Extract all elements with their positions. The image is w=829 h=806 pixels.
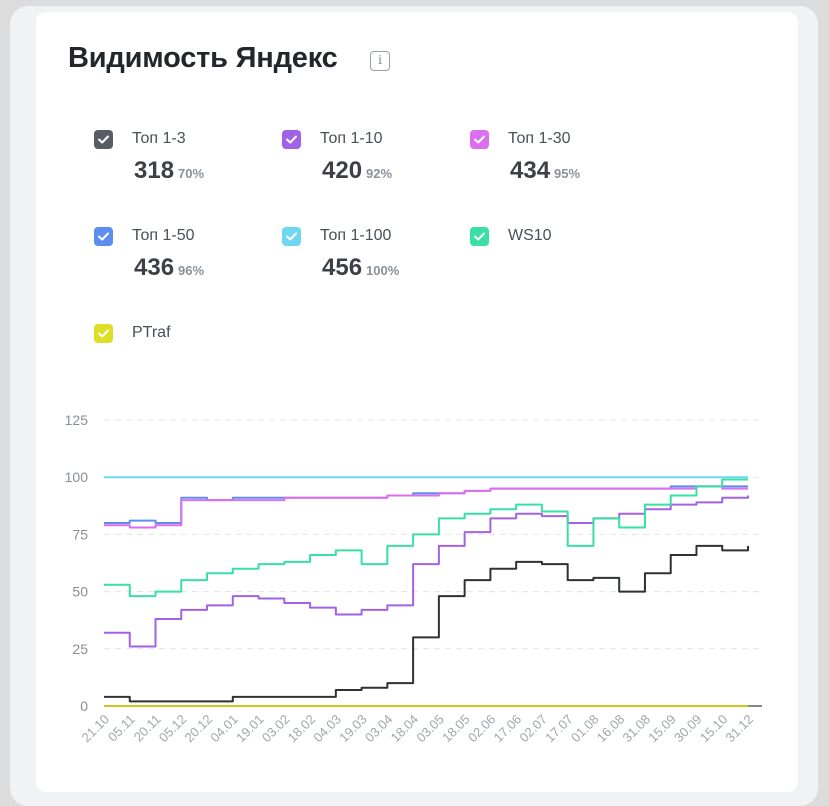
checkbox-icon[interactable] (94, 227, 113, 246)
x-tick-label: 18.04 (388, 712, 422, 746)
x-tick-label: 04.03 (310, 712, 344, 746)
y-tick-label: 50 (72, 584, 88, 600)
x-tick-label: 15.09 (645, 712, 679, 746)
x-tick-label: 02.07 (516, 712, 550, 746)
series-line-топ-1-3 (104, 544, 749, 703)
checkbox-icon[interactable] (94, 324, 113, 343)
x-tick-label: 18.05 (439, 712, 473, 746)
x-tick-label: 05.12 (156, 712, 190, 746)
checkbox-icon[interactable] (94, 130, 113, 149)
x-tick-label: 03.04 (362, 712, 396, 746)
x-tick-label: 31.12 (723, 712, 757, 746)
y-tick-label: 25 (72, 641, 88, 657)
legend-label: Топ 1-50 (132, 227, 195, 244)
visibility-card: Видимость Яндекс i Топ 1-3 318 70% Топ 1-… (36, 12, 798, 792)
x-tick-label: 20.11 (131, 712, 164, 745)
x-tick-label: 03.05 (413, 712, 447, 746)
y-tick-label: 0 (80, 698, 88, 714)
x-tick-label: 30.09 (671, 712, 705, 746)
y-tick-label: 75 (72, 526, 88, 542)
y-tick-label: 100 (65, 469, 89, 485)
legend-value: 456 100% (322, 254, 400, 281)
x-tick-label: 18.02 (285, 712, 319, 746)
x-tick-label: 03.02 (259, 712, 293, 746)
legend-label: Топ 1-30 (508, 130, 571, 147)
legend-value: 420 92% (322, 157, 393, 184)
checkbox-icon[interactable] (470, 130, 489, 149)
x-tick-label: 02.06 (465, 712, 499, 746)
x-tick-label: 01.08 (568, 712, 602, 746)
legend-label: Топ 1-10 (320, 130, 383, 147)
visibility-line-chart: 025507510012521.1005.1120.1105.1220.1204… (65, 412, 762, 746)
y-tick-label: 125 (65, 412, 89, 428)
checkbox-icon[interactable] (470, 227, 489, 246)
x-tick-label: 17.07 (542, 712, 576, 746)
legend-value: 318 70% (134, 157, 205, 184)
x-tick-label: 17.06 (491, 712, 525, 746)
legend-label: Топ 1-100 (320, 227, 392, 244)
legend-label: Топ 1-3 (132, 130, 186, 147)
x-tick-label: 16.08 (594, 712, 628, 746)
series-line-ws10 (104, 478, 748, 598)
x-tick-label: 20.12 (182, 712, 216, 746)
series-line-топ-1-10 (104, 495, 749, 648)
x-tick-label: 15.10 (697, 712, 731, 746)
legend-label: WS10 (508, 227, 552, 244)
x-tick-label: 19.03 (336, 712, 370, 746)
checkbox-icon[interactable] (282, 227, 301, 246)
x-tick-label: 21.10 (79, 712, 113, 746)
legend-label: PTraf (132, 324, 171, 341)
card-title: Видимость Яндекс (68, 42, 338, 74)
series-line-топ-1-30 (104, 485, 748, 529)
legend-value: 436 96% (134, 254, 205, 281)
x-tick-label: 04.01 (207, 712, 241, 746)
info-icon[interactable]: i (370, 51, 390, 71)
checkbox-icon[interactable] (282, 130, 301, 149)
legend-value: 434 95% (510, 157, 581, 184)
x-tick-label: 19.01 (233, 712, 267, 746)
x-tick-label: 31.08 (619, 712, 653, 746)
x-tick-label: 05.11 (105, 712, 138, 745)
